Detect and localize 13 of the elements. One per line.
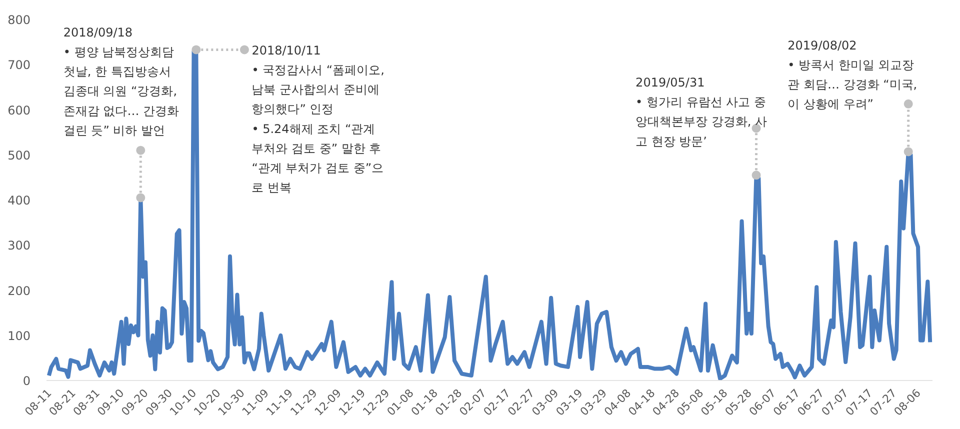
- y-tick-label: 300: [8, 238, 30, 253]
- y-tick-label: 400: [8, 194, 30, 208]
- annotation: 2019/05/31 • 헝가리 유람선 사고 중 앙대책본부장 강경화, 사 고 현장 방문’: [636, 75, 768, 148]
- y-tick-label: 800: [8, 13, 30, 27]
- y-tick-label: 100: [8, 328, 30, 343]
- y-tick-label: 200: [8, 284, 30, 298]
- y-tick-label: 0: [22, 374, 31, 388]
- annotation: 2018/09/18 • 평양 남북정상회담 첫날, 한 특집방송서 김종대 의원 “강경화, 존재감 없다… 간경화 걸린 듯” 비하 발언: [63, 25, 180, 138]
- y-tick-label: 500: [8, 148, 30, 162]
- annotation: 2018/10/11 • 국정감사서 “폼페이오, 남북 군사합의서 준비에 항의했다” 인정 • 5.24해제 조치 “관계 부처와 검토 중” 말한 후 “관계 부처가 검토 중”으 로 번복: [252, 43, 384, 195]
- annotation: 2019/08/02 • 방콕서 한미일 외교장 관 회담… 강경화 “미국, 이 상황에 우려”: [788, 38, 918, 112]
- y-tick-label: 700: [8, 58, 30, 72]
- y-tick-label: 600: [8, 103, 30, 118]
